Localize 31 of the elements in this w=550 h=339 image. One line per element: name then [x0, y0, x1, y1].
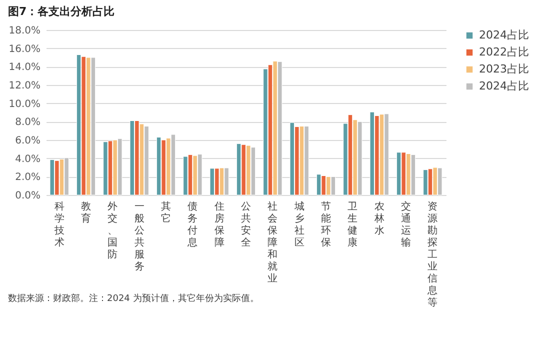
x-tick-label: 外交、国防 [108, 202, 118, 260]
y-tick-label: 0.0% [15, 190, 40, 202]
chart-title: 图7：各支出分析占比 [8, 5, 115, 18]
x-tick-label: 节能环保 [321, 200, 331, 248]
y-tick-label: 6.0% [15, 136, 40, 146]
y-tick-label: 2.0% [15, 172, 40, 184]
y-tick-label: 10.0% [8, 98, 40, 110]
y-tick-label: 12.0% [8, 80, 40, 92]
x-tick-label: 公共安全 [241, 200, 251, 248]
x-tick-label: 交通运输 [401, 200, 411, 248]
y-tick-label: 18.0% [8, 26, 40, 36]
x-tick-label: 住房保障 [214, 202, 224, 248]
x-tick-label: 一般公共服务 [134, 202, 144, 272]
x-tick-label: 其它 [161, 200, 171, 224]
x-tick-label: 教育 [81, 202, 91, 224]
category-label: 资源勘探工业信息等 [428, 202, 438, 308]
x-tick-label: 城乡社区 [293, 200, 304, 248]
legend-label: 2023占比 [479, 62, 529, 76]
x-tick-label: 科学技术 [53, 200, 64, 248]
legend-label: 2024占比 [479, 28, 529, 42]
y-tick-label: 8.0% [15, 117, 40, 128]
y-tick-label: 14.0% [8, 62, 40, 74]
x-tick-label: 农林水 [373, 202, 384, 236]
x-tick-label: 卫生健康 [348, 202, 358, 248]
x-tick-label: 债务付息 [186, 202, 198, 248]
source-note: 数据来源：财政部。注：2024 为预计值，其它年份为实际值。 [8, 293, 259, 304]
legend-label: 2022占比 [479, 46, 529, 58]
legend-label: 2024占比 [479, 80, 529, 92]
x-tick-label: 社会保障和就业 [268, 200, 278, 284]
y-tick-label: 16.0% [8, 44, 40, 55]
y-tick-label: 4.0% [15, 154, 40, 165]
